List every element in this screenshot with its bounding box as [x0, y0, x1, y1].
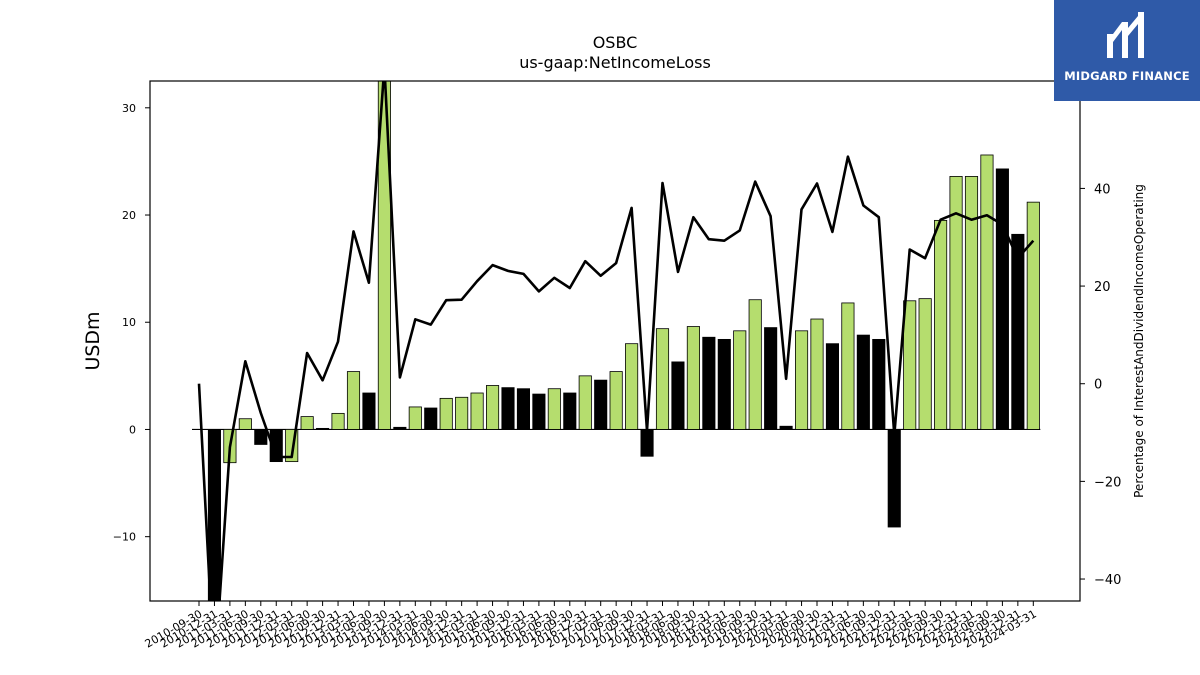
- bar-2014-09-30: [439, 397, 453, 430]
- bar-2016-03-31: [532, 393, 546, 430]
- bar-2019-12-31: [764, 327, 778, 430]
- bar-2016-12-31: [578, 375, 592, 430]
- left-tick-label: 0: [129, 423, 136, 436]
- bar-2020-12-31: [825, 343, 839, 430]
- bar-2022-03-31: [903, 300, 917, 430]
- right-tick-label: 40: [1094, 182, 1111, 197]
- bar-2012-06-30: [300, 416, 314, 430]
- bar-2019-06-30: [733, 330, 747, 430]
- bar-2022-09-30: [934, 219, 948, 430]
- bar-2012-12-31: [331, 412, 345, 430]
- logo-text: MIDGARD FINANCE: [1064, 69, 1190, 83]
- chart-subtitle: us-gaap:NetIncomeLoss: [519, 53, 711, 72]
- chart-title: OSBC: [593, 33, 638, 52]
- left-tick-label: −10: [113, 531, 136, 544]
- bar-2011-12-31: [269, 429, 283, 463]
- right-tick-label: −20: [1094, 475, 1121, 490]
- bar-2013-09-30: [377, 81, 391, 430]
- bar-2015-09-30: [501, 387, 515, 430]
- left-tick-label: 10: [122, 316, 136, 329]
- bar-2022-12-31: [949, 176, 963, 430]
- bar-2023-09-30: [995, 168, 1009, 430]
- bar-2012-09-30: [316, 427, 330, 430]
- bar-2023-12-31: [1011, 233, 1025, 430]
- bar-2021-03-31: [841, 302, 855, 430]
- bar-2020-09-30: [810, 318, 824, 430]
- bar-2022-06-30: [918, 298, 932, 430]
- bar-2014-03-31: [408, 406, 422, 430]
- bar-2011-06-30: [238, 418, 252, 430]
- right-tick-label: 20: [1094, 280, 1111, 295]
- bar-2020-06-30: [795, 330, 809, 430]
- bar-2014-06-30: [424, 407, 438, 430]
- bar-2021-12-31: [887, 429, 901, 528]
- bar-2015-06-30: [485, 385, 500, 430]
- bar-2013-06-30: [362, 392, 376, 430]
- bar-2017-12-31: [640, 429, 654, 457]
- plot-frame: [149, 80, 1081, 602]
- bar-2018-09-30: [686, 326, 700, 430]
- bar-2017-03-31: [594, 379, 608, 430]
- bar-2010-12-31: [207, 429, 222, 601]
- left-tick-label: 20: [122, 209, 136, 222]
- bar-2013-03-31: [346, 371, 361, 430]
- bar-2015-12-31: [516, 388, 530, 430]
- bar-2014-12-31: [455, 396, 469, 430]
- bar-2019-09-30: [748, 299, 762, 430]
- right-axis-label: Percentage of InterestAndDividendIncomeO…: [1132, 184, 1146, 498]
- bar-2018-03-31: [655, 328, 670, 430]
- bar-2017-06-30: [609, 371, 623, 430]
- bar-2019-03-31: [717, 338, 731, 430]
- bar-2020-03-31: [779, 425, 793, 430]
- percentage-line: [197, 81, 1035, 601]
- bar-2011-09-30: [254, 429, 268, 445]
- bar-2023-03-31: [964, 176, 979, 430]
- bar-2018-12-31: [702, 336, 716, 430]
- left-tick-label: 30: [122, 102, 136, 115]
- bar-2021-09-30: [872, 338, 886, 430]
- bar-2021-06-30: [856, 334, 870, 430]
- bar-2018-06-30: [671, 361, 685, 430]
- left-axis-label: USDm: [82, 311, 104, 370]
- midgard-logo-mark-icon: [1107, 12, 1144, 58]
- bar-2016-09-30: [563, 392, 577, 430]
- bar-2016-06-30: [547, 388, 561, 430]
- bar-2013-12-31: [393, 426, 407, 430]
- bar-2017-09-30: [625, 343, 639, 430]
- bar-2023-06-30: [980, 154, 994, 430]
- bar-2024-03-31: [1026, 201, 1040, 430]
- midgard-finance-logo: MIDGARD FINANCE: [1054, 0, 1200, 101]
- right-tick-label: 0: [1094, 378, 1102, 393]
- bar-2015-03-31: [470, 392, 484, 430]
- right-tick-label: −40: [1094, 573, 1121, 588]
